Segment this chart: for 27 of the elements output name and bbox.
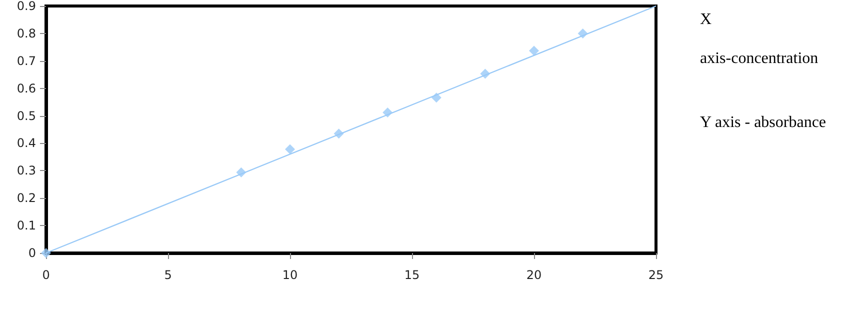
x-tick-label: 0 xyxy=(42,268,50,282)
y-tick-label: 0.1 xyxy=(16,218,36,233)
y-tick-label: 0.4 xyxy=(16,136,36,150)
y-tick-label: 0.5 xyxy=(16,108,36,123)
point xyxy=(236,167,246,178)
x-tick-label: 20 xyxy=(526,268,542,282)
point xyxy=(41,248,51,258)
x-tick-label: 5 xyxy=(164,268,172,282)
text: X axis-concentration xyxy=(700,11,818,67)
point xyxy=(529,46,539,56)
point xyxy=(431,92,442,103)
y-tick-label: 0.2 xyxy=(16,191,36,206)
x-tick-label: 10 xyxy=(282,268,298,282)
y-tick-label: 0.6 xyxy=(16,81,36,96)
x-tick-label: 25 xyxy=(648,268,664,282)
y-tick-label: 0.3 xyxy=(16,164,36,178)
y-tick-label: 0 xyxy=(28,246,36,260)
y-tick-label: 0.8 xyxy=(16,26,36,40)
point xyxy=(578,28,588,38)
point xyxy=(480,68,490,79)
y-tick-label: 0.7 xyxy=(16,54,36,68)
y-tick-label: 0.9 xyxy=(16,0,36,13)
point xyxy=(334,128,344,139)
point xyxy=(285,144,295,154)
text: Y axis - absorbance xyxy=(700,114,826,131)
point xyxy=(382,107,393,118)
x-tick-label: 15 xyxy=(404,268,420,282)
